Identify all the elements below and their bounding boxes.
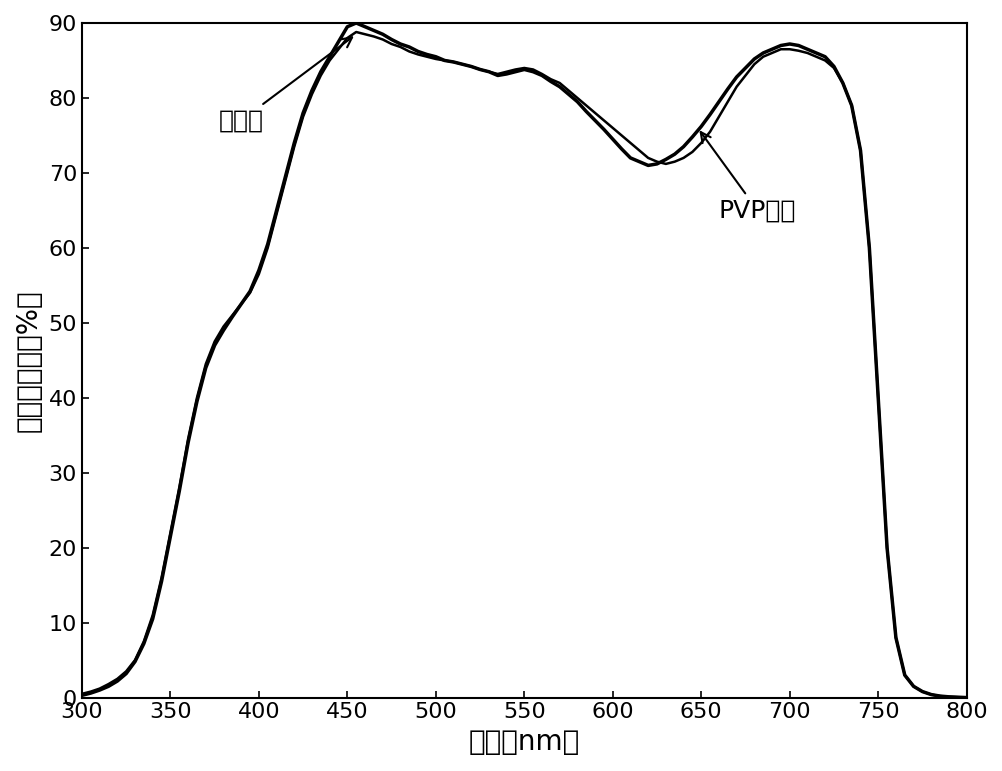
Text: PVP修饰: PVP修饰 xyxy=(700,132,796,222)
Text: 未修饰: 未修饰 xyxy=(218,37,352,133)
X-axis label: 波长（nm）: 波长（nm） xyxy=(468,728,579,756)
Y-axis label: 外量子效率（%）: 外量子效率（%） xyxy=(15,289,43,432)
